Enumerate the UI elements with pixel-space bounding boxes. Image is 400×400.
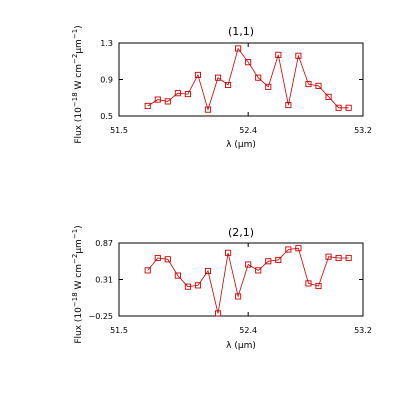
data-point xyxy=(265,83,272,90)
data-point xyxy=(144,102,151,110)
data-point xyxy=(144,267,151,274)
data-point xyxy=(285,101,292,109)
data-point xyxy=(315,82,322,89)
x-axis-label: λ (μm) xyxy=(226,140,256,150)
data-point xyxy=(154,254,161,262)
data-point xyxy=(194,71,201,78)
plot-frame xyxy=(118,42,364,117)
data-point xyxy=(164,256,171,263)
data-point xyxy=(255,74,262,81)
data-point xyxy=(235,293,242,300)
x-tick-label: 53.2 xyxy=(354,326,372,335)
data-point xyxy=(325,253,332,260)
y-axis-label: Flux (10−18 W cm−2μm−1) xyxy=(71,225,84,343)
data-point xyxy=(345,104,352,111)
data-point xyxy=(214,74,222,81)
data-point xyxy=(214,310,222,317)
y-tick-label: 1.3 xyxy=(100,39,113,48)
series-line xyxy=(147,247,349,314)
data-point xyxy=(295,52,302,59)
y-axis-label: Flux (10−18 W cm−2μm−1) xyxy=(71,25,84,143)
data-point xyxy=(275,51,282,58)
data-point xyxy=(285,246,292,253)
data-point xyxy=(335,254,342,262)
data-point xyxy=(184,283,191,290)
data-point xyxy=(335,104,342,111)
data-point xyxy=(204,267,212,275)
x-tick-label: 51.5 xyxy=(110,326,128,335)
data-point xyxy=(275,256,282,263)
data-point xyxy=(295,245,302,252)
chart-title: (2,1) xyxy=(228,226,254,239)
data-point xyxy=(305,81,312,88)
chart-title: (1,1) xyxy=(228,25,254,38)
data-point xyxy=(325,93,332,100)
y-tick-label: 0.5 xyxy=(100,112,113,121)
data-point xyxy=(225,81,232,89)
data-point xyxy=(184,91,191,98)
data-point xyxy=(265,258,272,265)
data-point xyxy=(345,254,352,262)
data-point xyxy=(204,106,212,113)
x-tick-label: 52.4 xyxy=(239,326,257,335)
y-tick-label: 0.9 xyxy=(100,76,113,85)
data-point xyxy=(194,282,201,289)
data-point xyxy=(305,280,312,287)
x-axis-label: λ (μm) xyxy=(226,341,256,351)
y-tick-label: 0.87 xyxy=(95,239,113,248)
chart-panel-2: (2,1) 51.5 52.4 53.2 −0.25 0.31 0.87 λ (μm) Flux… xyxy=(71,225,372,351)
x-tick-label: 52.4 xyxy=(239,126,257,135)
data-point xyxy=(235,45,242,52)
data-point xyxy=(174,90,181,97)
y-tick-label: 0.31 xyxy=(95,276,113,285)
data-point xyxy=(164,98,171,105)
data-point xyxy=(245,261,252,268)
x-tick-label: 53.2 xyxy=(354,126,372,135)
data-point xyxy=(174,272,181,279)
series-line xyxy=(147,47,349,111)
data-point xyxy=(245,59,252,66)
data-point xyxy=(154,96,161,103)
x-tick-label: 51.5 xyxy=(110,126,128,135)
chart-panel-1: (1,1) 51.5 52.4 53.2 0.5 0.9 1.3 λ (μm) Flux (10… xyxy=(71,25,372,150)
data-point xyxy=(255,267,262,274)
data-point xyxy=(315,282,322,290)
y-tick-label: −0.25 xyxy=(88,312,113,321)
data-point xyxy=(225,249,232,256)
